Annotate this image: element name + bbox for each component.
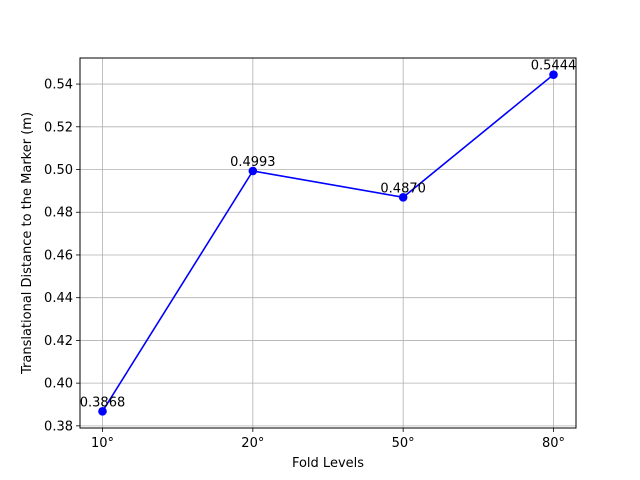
y-tick-label: 0.46 xyxy=(44,248,73,263)
y-tick-label: 0.40 xyxy=(44,377,73,392)
data-point xyxy=(549,70,558,79)
y-tick-label: 0.44 xyxy=(44,291,73,306)
data-point xyxy=(248,166,258,176)
x-tick-label: 80° xyxy=(542,436,565,451)
x-tick-label: 50° xyxy=(392,436,415,451)
data-labels: 0.3868 0.4993 0.4870 0.5444 xyxy=(80,59,577,411)
y-tick-label: 0.42 xyxy=(44,334,73,349)
data-point xyxy=(98,407,107,416)
y-tick-label: 0.54 xyxy=(44,78,73,93)
data-label: 0.4870 xyxy=(380,181,426,196)
ticks: 10° 20° 50° 80° 0.38 0.40 0.42 0.44 0.46 0.48 0.50… xyxy=(44,78,565,451)
y-tick-label: 0.38 xyxy=(44,419,73,434)
y-tick-label: 0.48 xyxy=(44,206,73,221)
y-tick-label: 0.50 xyxy=(44,163,73,178)
x-axis-label: Fold Levels xyxy=(292,456,364,471)
data-label: 0.5444 xyxy=(531,59,577,74)
data-label: 0.3868 xyxy=(80,395,126,410)
grid-lines xyxy=(80,58,576,428)
y-tick-label: 0.52 xyxy=(44,120,73,135)
series-line xyxy=(101,74,555,412)
x-tick-label: 10° xyxy=(91,436,114,451)
data-point xyxy=(398,192,408,202)
y-axis-label: Translational Distance to the Marker (m) xyxy=(20,112,35,375)
plot-frame xyxy=(79,57,577,429)
series-layer xyxy=(98,70,558,416)
data-label: 0.4993 xyxy=(230,155,276,170)
x-tick-label: 20° xyxy=(241,436,264,451)
